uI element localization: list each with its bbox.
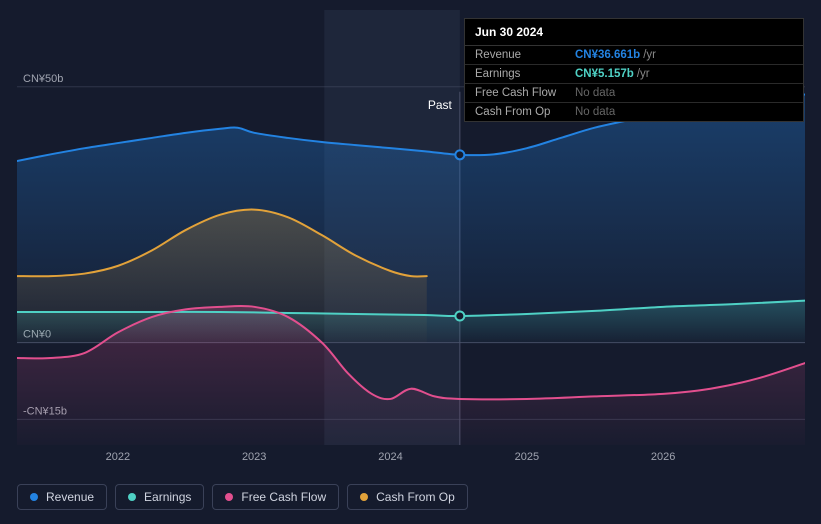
- legend-label: Earnings: [144, 490, 191, 504]
- tooltip-row-value: CN¥36.661b: [575, 49, 640, 61]
- legend-label: Revenue: [46, 490, 94, 504]
- x-axis-label: 2025: [515, 451, 539, 463]
- tooltip: Jun 30 2024 RevenueCN¥36.661b/yrEarnings…: [464, 18, 804, 122]
- tooltip-row-unit: /yr: [643, 49, 656, 61]
- x-axis-label: 2022: [106, 451, 130, 463]
- legend-item-earnings[interactable]: Earnings: [115, 484, 204, 510]
- tooltip-nodata: No data: [575, 106, 615, 118]
- legend-item-free_cash_flow[interactable]: Free Cash Flow: [212, 484, 339, 510]
- tooltip-row-label: Free Cash Flow: [475, 87, 575, 99]
- legend-dot: [360, 493, 368, 501]
- past-label: Past: [428, 98, 453, 112]
- x-axis-label: 2023: [242, 451, 266, 463]
- legend-label: Free Cash Flow: [241, 490, 326, 504]
- tooltip-date: Jun 30 2024: [465, 19, 803, 46]
- tooltip-row-unit: /yr: [637, 68, 650, 80]
- legend-dot: [128, 493, 136, 501]
- y-axis-label: CN¥50b: [23, 73, 63, 85]
- tooltip-row: RevenueCN¥36.661b/yr: [465, 46, 803, 65]
- legend-dot: [30, 493, 38, 501]
- marker-revenue: [455, 150, 464, 159]
- tooltip-row-label: Earnings: [475, 68, 575, 80]
- marker-earnings: [455, 312, 464, 321]
- tooltip-row: Free Cash FlowNo data: [465, 84, 803, 103]
- legend-dot: [225, 493, 233, 501]
- tooltip-row-label: Cash From Op: [475, 106, 575, 118]
- legend-item-revenue[interactable]: Revenue: [17, 484, 107, 510]
- x-axis-label: 2026: [651, 451, 675, 463]
- tooltip-row: Cash From OpNo data: [465, 103, 803, 121]
- tooltip-nodata: No data: [575, 87, 615, 99]
- legend-item-cash_from_op[interactable]: Cash From Op: [347, 484, 468, 510]
- tooltip-row-value: CN¥5.157b: [575, 68, 634, 80]
- tooltip-row: EarningsCN¥5.157b/yr: [465, 65, 803, 84]
- x-axis-label: 2024: [378, 451, 402, 463]
- tooltip-row-label: Revenue: [475, 49, 575, 61]
- legend: Revenue Earnings Free Cash Flow Cash From O…: [17, 484, 468, 510]
- legend-label: Cash From Op: [376, 490, 455, 504]
